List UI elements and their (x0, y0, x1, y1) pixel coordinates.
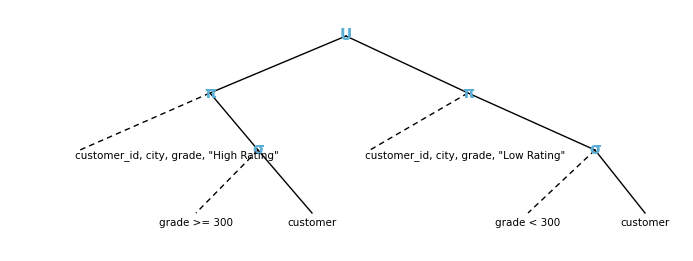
Text: π: π (204, 86, 216, 100)
Text: customer_id, city, grade, "High Rating": customer_id, city, grade, "High Rating" (75, 151, 279, 162)
Text: customer: customer (620, 218, 669, 228)
Text: σ: σ (252, 143, 264, 157)
Text: σ: σ (589, 143, 601, 157)
Text: grade >= 300: grade >= 300 (159, 218, 233, 228)
Text: customer_id, city, grade, "Low Rating": customer_id, city, grade, "Low Rating" (365, 151, 565, 162)
Text: π: π (462, 86, 474, 100)
Text: grade < 300: grade < 300 (495, 218, 561, 228)
Text: U: U (340, 28, 352, 44)
Text: customer: customer (288, 218, 337, 228)
